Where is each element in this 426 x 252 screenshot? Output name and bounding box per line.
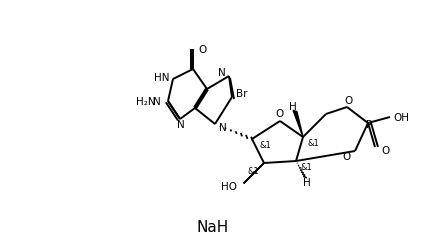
Text: N: N <box>219 122 226 133</box>
Text: OH: OH <box>392 113 408 122</box>
Text: HN: HN <box>154 73 170 83</box>
Text: P: P <box>365 119 371 130</box>
Text: N: N <box>177 119 184 130</box>
Text: HO: HO <box>221 181 236 191</box>
Polygon shape <box>243 163 263 184</box>
Text: O: O <box>342 151 350 161</box>
Text: O: O <box>344 96 352 106</box>
Text: H: H <box>302 177 310 187</box>
Polygon shape <box>292 111 302 137</box>
Text: O: O <box>380 145 389 155</box>
Text: Br: Br <box>236 89 247 99</box>
Text: H: H <box>288 102 296 112</box>
Text: O: O <box>275 109 283 118</box>
Text: N: N <box>218 68 225 78</box>
Text: N: N <box>153 97 161 107</box>
Text: &1: &1 <box>307 138 319 147</box>
Text: NaH: NaH <box>196 220 229 235</box>
Text: &1: &1 <box>300 162 312 171</box>
Text: &1: &1 <box>247 167 259 176</box>
Text: &1: &1 <box>259 141 271 150</box>
Text: O: O <box>198 45 206 55</box>
Text: H₂N: H₂N <box>136 97 155 107</box>
